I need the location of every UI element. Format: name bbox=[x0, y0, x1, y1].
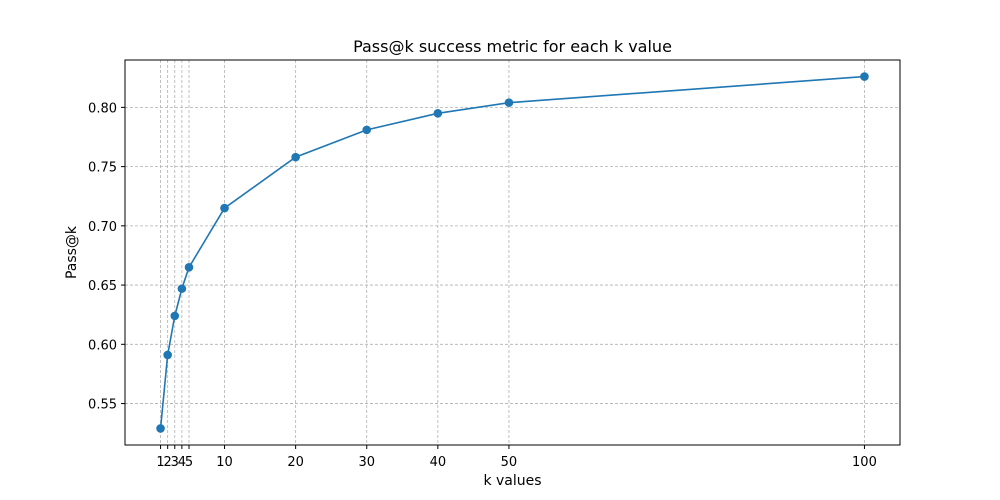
data-point bbox=[170, 311, 180, 321]
x-tick-label: 5 bbox=[185, 455, 193, 470]
x-tick-label: 30 bbox=[358, 455, 375, 470]
series-line bbox=[159, 75, 865, 429]
data-point bbox=[433, 109, 443, 118]
y-tick-label: 0.75 bbox=[88, 161, 117, 176]
x-tick-label: 40 bbox=[430, 455, 447, 470]
data-point bbox=[177, 284, 187, 293]
x-tick-label: 100 bbox=[852, 455, 877, 470]
data-point bbox=[156, 424, 165, 433]
y-tick-label: 0.70 bbox=[88, 220, 117, 235]
grid-layer bbox=[125, 60, 900, 445]
chart-title: Pass@k success metric for each k value bbox=[353, 37, 672, 56]
x-tick-label: 50 bbox=[501, 455, 518, 470]
y-tick-label: 0.65 bbox=[88, 279, 117, 294]
x-tick-label: 20 bbox=[287, 455, 304, 470]
x-axis-label: k values bbox=[483, 473, 541, 489]
data-point bbox=[291, 152, 300, 162]
plot-area-frame bbox=[124, 59, 901, 446]
data-point bbox=[504, 98, 514, 107]
data-point bbox=[184, 263, 194, 272]
x-tick-label: 3 bbox=[171, 455, 179, 470]
x-tick-label: 1 bbox=[156, 455, 164, 470]
series-layer bbox=[156, 72, 869, 433]
x-tick-label: 2 bbox=[164, 455, 172, 470]
data-point bbox=[163, 350, 172, 360]
x-tick-label: 10 bbox=[216, 455, 233, 470]
data-point bbox=[220, 203, 229, 213]
y-tick-label: 0.55 bbox=[88, 398, 117, 413]
y-tick-label: 0.60 bbox=[88, 338, 117, 353]
data-point bbox=[362, 125, 372, 135]
x-tick-label: 4 bbox=[178, 455, 186, 470]
data-point bbox=[860, 72, 869, 81]
y-axis-label: Pass@k bbox=[64, 225, 80, 279]
y-tick-label: 0.80 bbox=[88, 101, 117, 116]
